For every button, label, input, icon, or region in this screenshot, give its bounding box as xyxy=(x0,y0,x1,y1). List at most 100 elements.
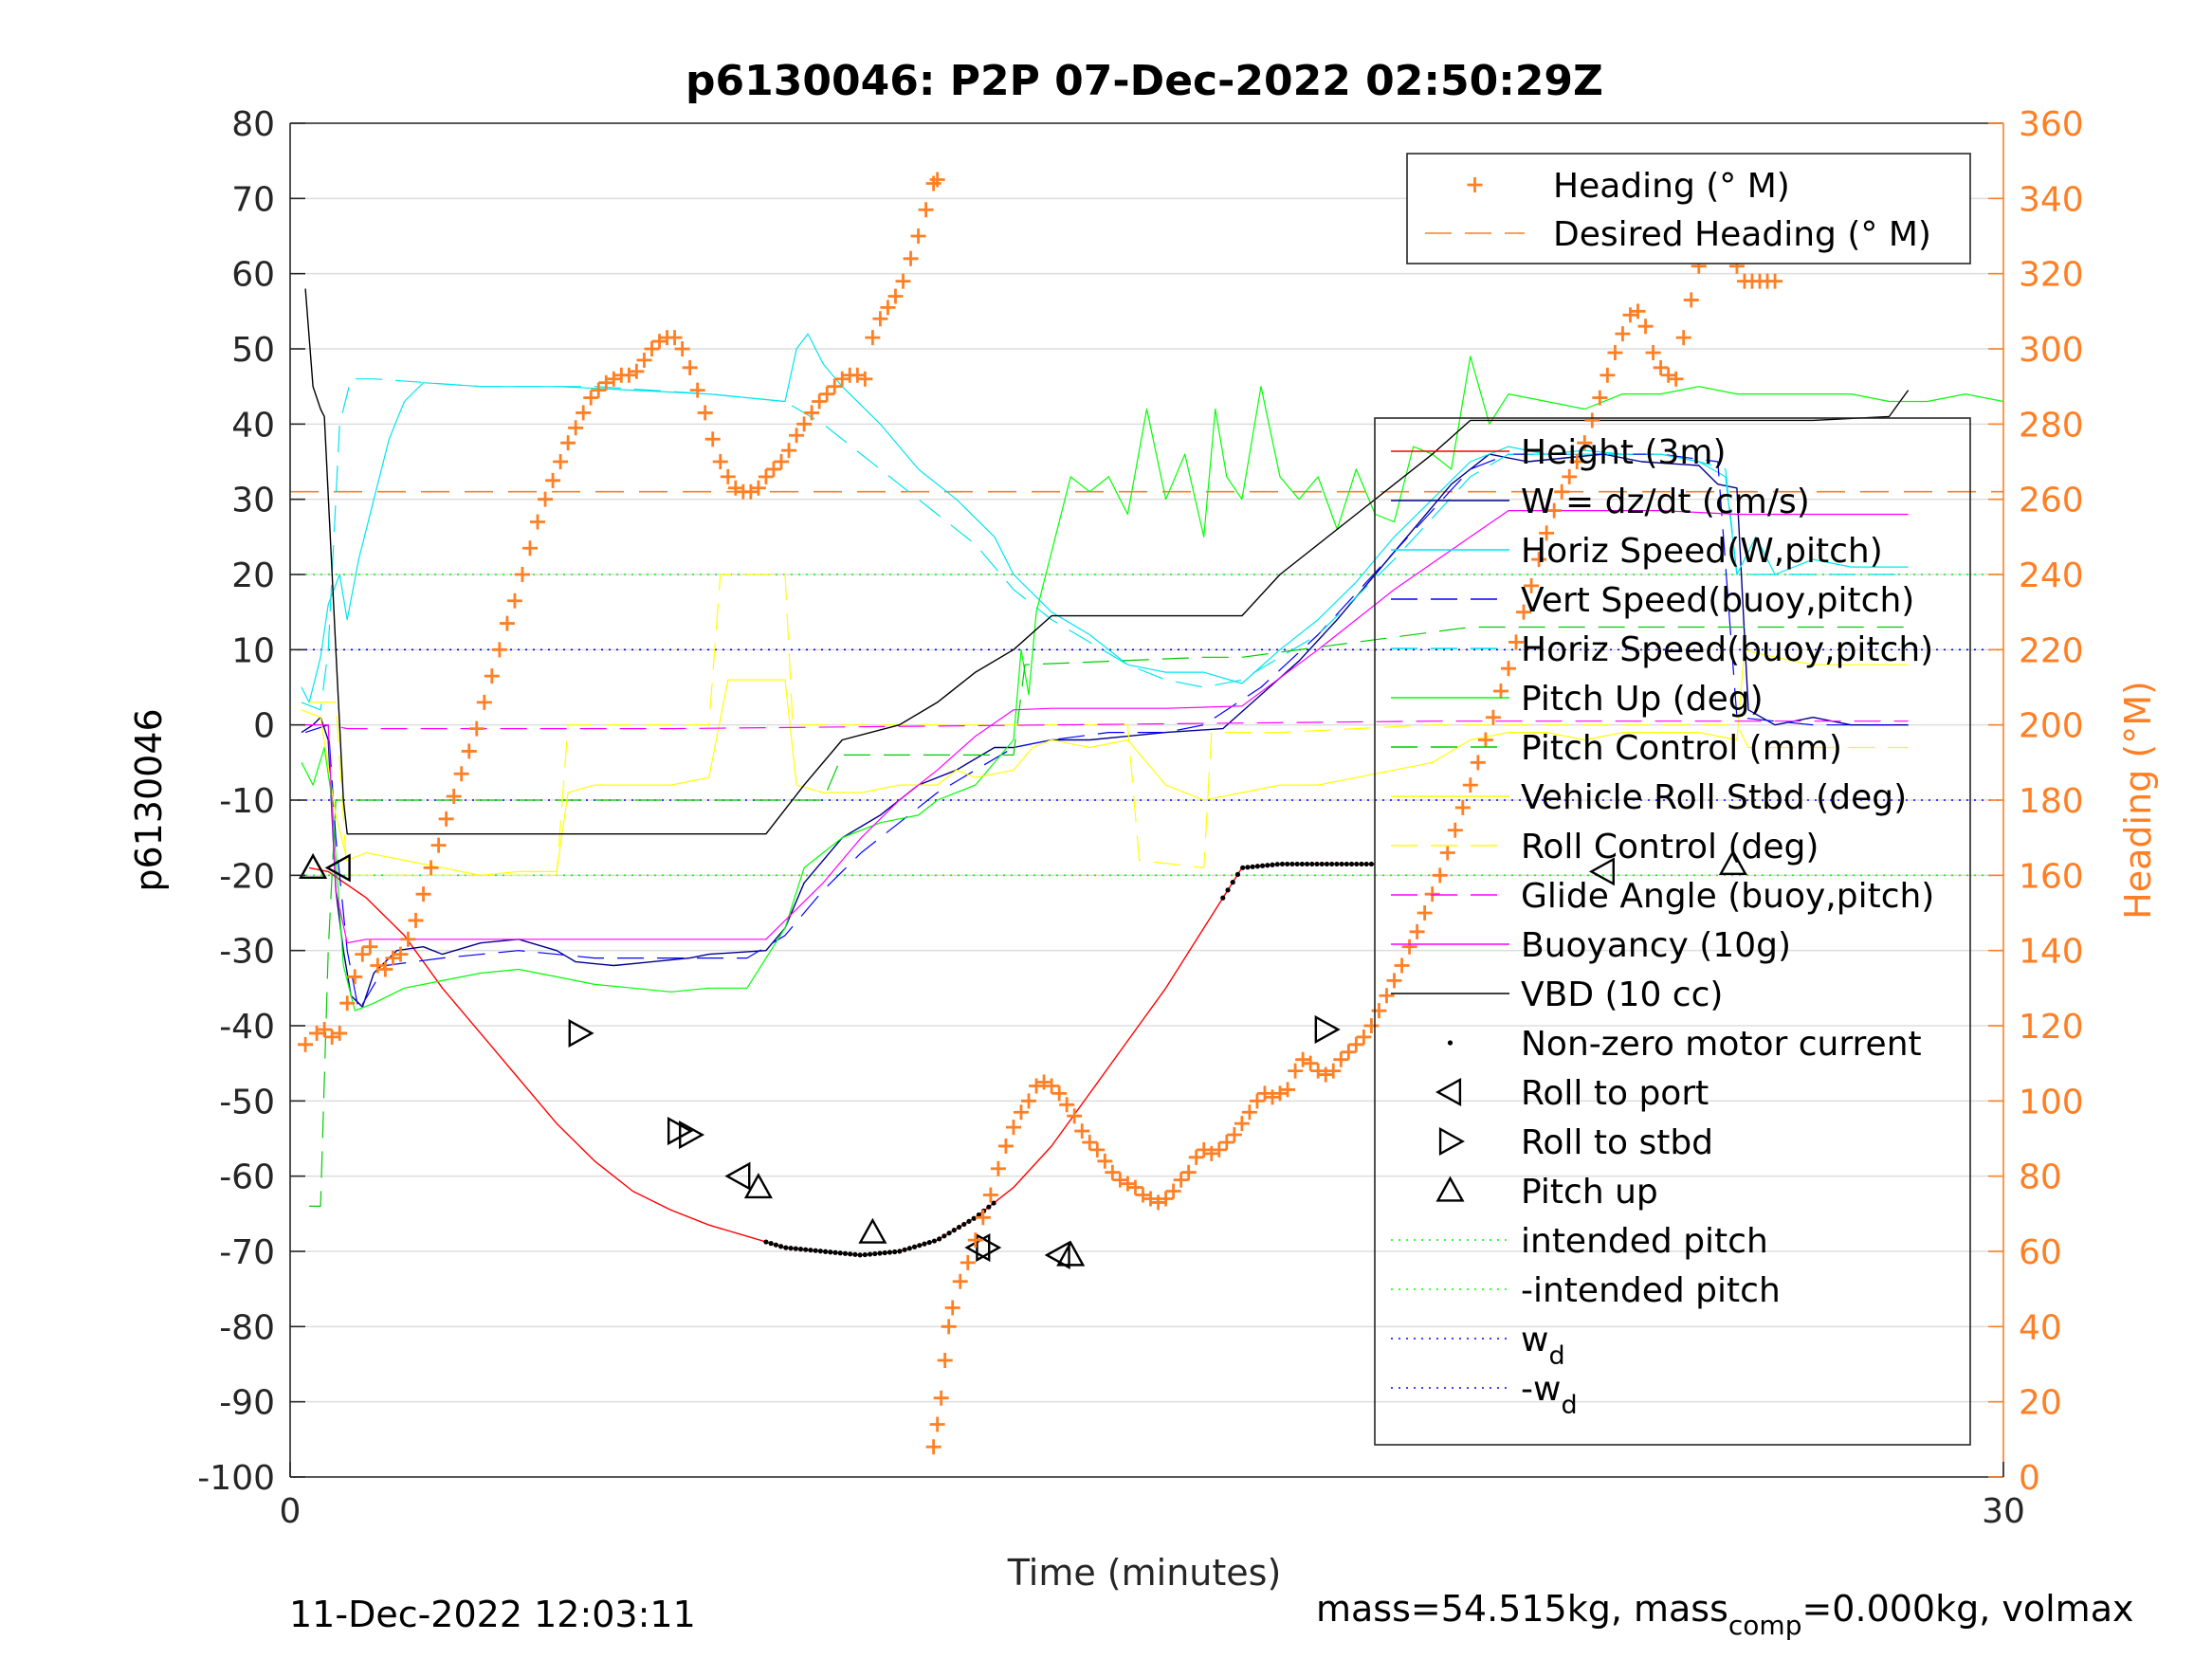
motor-dot xyxy=(1274,862,1280,867)
legend-label: Pitch up xyxy=(1521,1173,1658,1212)
heading-point xyxy=(324,1029,340,1045)
series-lines xyxy=(301,288,2003,1256)
heading-point xyxy=(720,468,736,484)
heading-point xyxy=(944,1300,960,1316)
y-tick-label: 20 xyxy=(231,556,275,595)
marker-tri-right xyxy=(679,1120,705,1150)
motor-dot xyxy=(1245,865,1251,870)
y-tick-label: -90 xyxy=(219,1384,275,1423)
heading-point xyxy=(727,480,743,496)
heading-point xyxy=(1417,905,1433,921)
heading-point xyxy=(1524,577,1540,593)
motor-dot xyxy=(1279,861,1286,867)
motor-dot xyxy=(911,1244,918,1249)
y-tick-label: -20 xyxy=(219,857,275,896)
heading-point xyxy=(408,912,424,928)
heading-point xyxy=(1051,1085,1068,1102)
motor-dot xyxy=(1220,895,1226,901)
heading-point xyxy=(1241,1104,1257,1121)
legend-label: Roll to stbd xyxy=(1521,1123,1713,1162)
heading-point xyxy=(1112,1172,1128,1188)
grid-lines xyxy=(290,122,2003,1478)
legend-label: intended pitch xyxy=(1521,1222,1768,1261)
heading-point xyxy=(704,431,721,447)
motor-dot xyxy=(768,1241,774,1247)
motor-dot xyxy=(832,1249,838,1255)
y2-tick-label: 180 xyxy=(2019,782,2084,821)
footer-timestamp: 11-Dec-2022 12:03:11 xyxy=(289,1594,696,1635)
legend-sample xyxy=(1438,1126,1465,1157)
x-tick-label: 30 xyxy=(1982,1492,2025,1531)
marker-tri-right xyxy=(976,1232,1002,1263)
motor-dot xyxy=(1324,861,1330,867)
heading-point xyxy=(865,330,881,346)
x-tick-label: 0 xyxy=(280,1492,302,1531)
y-tick-label: 0 xyxy=(253,707,275,746)
heading-point xyxy=(1013,1104,1029,1121)
heading-point xyxy=(1767,273,1783,289)
motor-dot xyxy=(951,1228,957,1233)
heading-point xyxy=(506,592,522,609)
heading-point xyxy=(1668,371,1684,387)
motor-dot xyxy=(1254,864,1260,869)
heading-point xyxy=(1356,1029,1372,1045)
motor-dot xyxy=(793,1246,798,1251)
motor-dot xyxy=(1230,880,1235,885)
heading-point xyxy=(1029,1078,1045,1094)
motor-dot xyxy=(1348,861,1355,867)
heading-point xyxy=(975,1210,991,1226)
heading-point xyxy=(499,615,515,631)
motor-dot xyxy=(828,1249,833,1255)
heading-point xyxy=(1660,367,1676,383)
heading-point xyxy=(1424,886,1440,902)
heading-point xyxy=(400,931,416,947)
heading-point xyxy=(1492,683,1508,699)
heading-point xyxy=(1203,1145,1219,1161)
heading-point xyxy=(1371,1003,1387,1019)
heading-point xyxy=(1272,1085,1289,1102)
y-tick-label: -70 xyxy=(219,1233,275,1272)
heading-point xyxy=(1539,525,1555,541)
y-tick-label: -80 xyxy=(219,1308,275,1347)
heading-point xyxy=(1477,732,1493,748)
heading-point xyxy=(990,1160,1006,1176)
heading-point xyxy=(1386,973,1402,989)
motor-dot xyxy=(917,1243,923,1249)
legend-label: Pitch Control (mm) xyxy=(1521,729,1842,768)
heading-point xyxy=(514,567,530,582)
motor-dot xyxy=(941,1233,947,1239)
heading-point xyxy=(827,378,843,394)
motor-dot xyxy=(813,1248,818,1253)
motor-dot xyxy=(763,1239,769,1245)
motor-dot xyxy=(1339,861,1344,867)
motor-dot xyxy=(783,1245,789,1250)
marker-tri-up xyxy=(1718,848,1747,876)
heading-point xyxy=(1500,661,1516,677)
legend-sample xyxy=(1435,1077,1462,1107)
motor-dot xyxy=(1354,861,1360,867)
y-tick-label: -30 xyxy=(219,933,275,972)
heading-point xyxy=(362,939,378,955)
legend-label: Heading (° M) xyxy=(1553,167,1790,206)
heading-point xyxy=(750,480,766,496)
heading-point xyxy=(309,1025,325,1041)
y2-tick-label: 280 xyxy=(2019,406,2084,445)
motor-dot xyxy=(1270,862,1275,867)
motor-dot xyxy=(991,1200,996,1206)
y-axis-label: p6130046 xyxy=(128,708,170,891)
main-legend: Height (3m) W = dz/dt (cm/s) Horiz Speed(W… xyxy=(1374,417,1971,1446)
marker-tri-right xyxy=(568,1018,594,1048)
heading-point xyxy=(1105,1164,1121,1180)
y2-tick-label: 100 xyxy=(2019,1083,2084,1121)
y-tick-label: 60 xyxy=(231,256,275,295)
motor-dot xyxy=(971,1215,977,1221)
heading-point xyxy=(1044,1078,1060,1094)
legend-label: -wd xyxy=(1521,1370,1578,1420)
axis-ticks: 80706050403020100-10-20-30-40-50-60-70-8… xyxy=(197,105,2083,1531)
heading-point xyxy=(1021,1093,1037,1109)
motor-dot xyxy=(1299,861,1305,867)
heading-point xyxy=(1067,1108,1083,1124)
heading-point xyxy=(997,1138,1014,1154)
heading-point xyxy=(697,405,713,421)
